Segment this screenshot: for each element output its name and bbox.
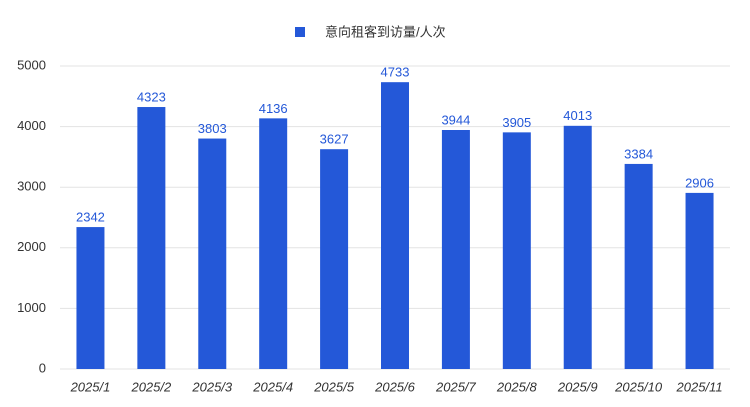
bar: [198, 138, 227, 369]
x-tick-label: 2025/7: [435, 379, 477, 394]
y-tick-label: 1000: [17, 300, 46, 315]
legend-swatch: [295, 27, 305, 37]
value-label: 3627: [320, 132, 349, 147]
y-tick-label: 3000: [17, 179, 46, 194]
value-label: 2906: [685, 175, 714, 190]
bar: [381, 82, 409, 369]
x-tick-label: 2025/9: [557, 379, 598, 394]
bar: [624, 163, 653, 369]
value-label: 4323: [137, 89, 166, 104]
value-label: 4013: [563, 108, 592, 123]
x-tick-label: 2025/5: [313, 379, 355, 394]
bar: [563, 125, 592, 370]
value-label: 3803: [198, 121, 227, 136]
bar: [76, 227, 105, 369]
value-label: 2342: [76, 210, 105, 225]
value-label: 4136: [259, 101, 288, 116]
y-tick-label: 2000: [17, 239, 46, 254]
x-tick-label: 2025/2: [130, 379, 172, 394]
value-label: 3944: [441, 112, 470, 127]
y-tick-label: 0: [39, 360, 46, 375]
x-tick-label: 2025/6: [374, 379, 416, 394]
value-label: 3905: [502, 115, 531, 130]
value-label: 4733: [381, 65, 410, 80]
x-tick-label: 2025/3: [191, 379, 233, 394]
bar: [259, 118, 288, 369]
value-label: 3384: [624, 146, 653, 161]
y-tick-label: 5000: [17, 57, 46, 72]
x-tick-label: 2025/10: [614, 379, 663, 394]
bar: [685, 192, 714, 369]
x-tick-label: 2025/11: [676, 379, 723, 394]
legend-label: 意向租客到访量/人次: [325, 24, 446, 39]
y-tick-label: 4000: [17, 118, 46, 133]
bar: [502, 132, 531, 369]
bar: [441, 129, 470, 369]
bar: [320, 149, 349, 369]
x-tick-label: 2025/8: [496, 379, 538, 394]
bar: [137, 107, 166, 370]
x-tick-label: 2025/1: [70, 379, 111, 394]
x-tick-label: 2025/4: [252, 379, 293, 394]
